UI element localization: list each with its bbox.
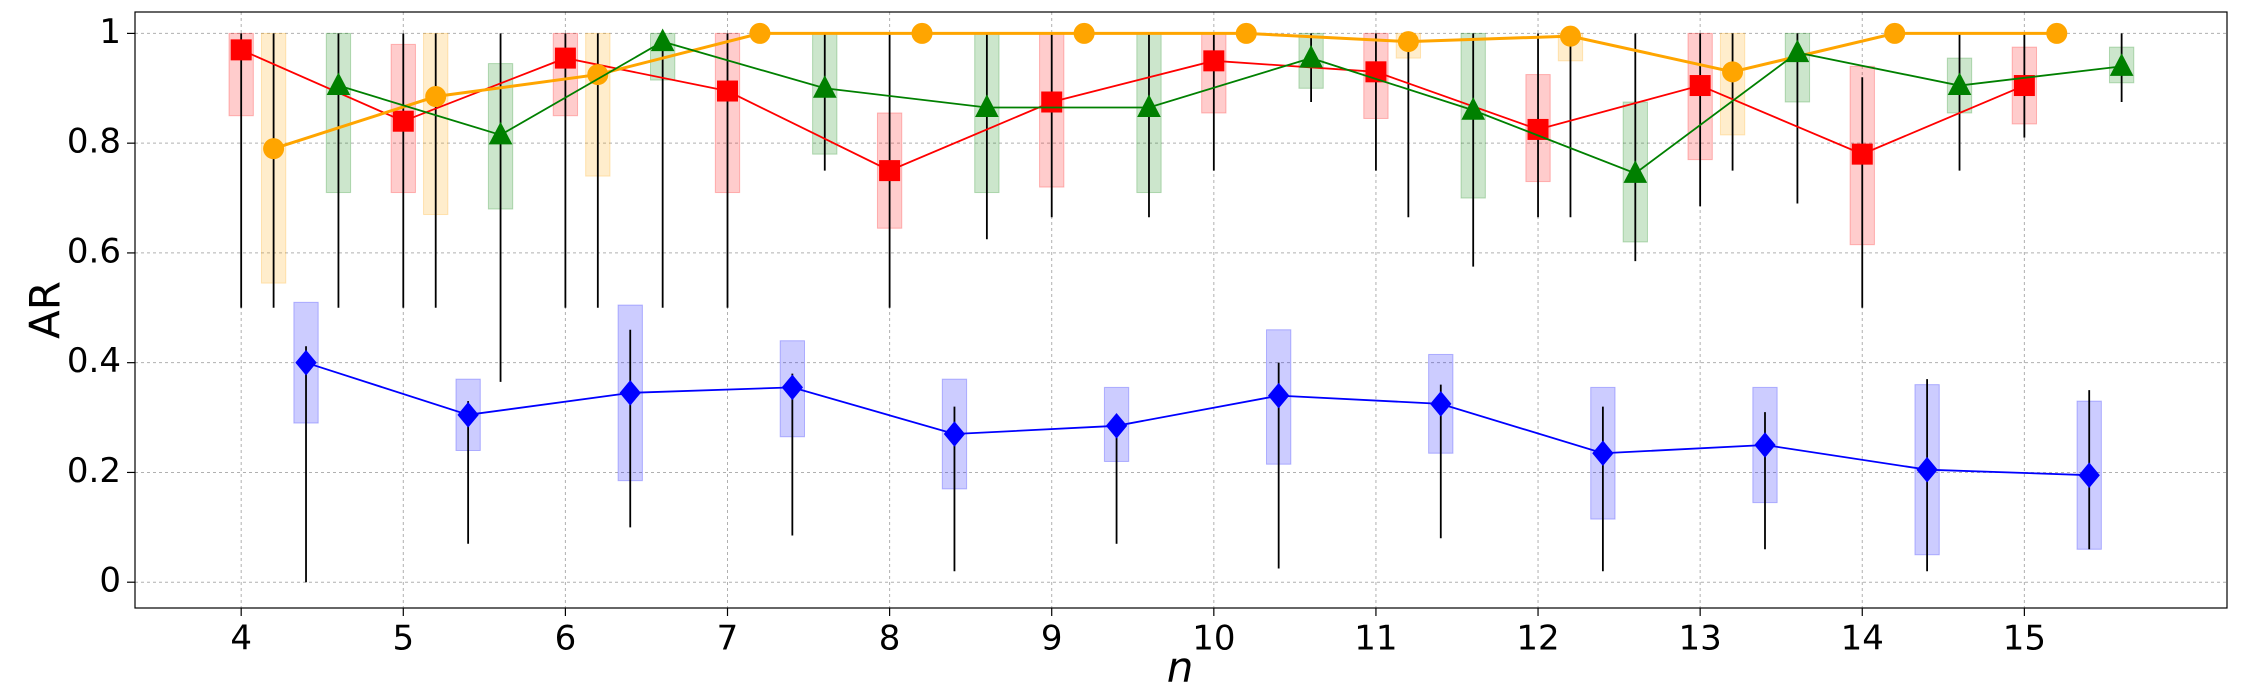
marker (392, 110, 414, 132)
marker (554, 47, 576, 69)
marker (650, 28, 675, 52)
y-tick-label: 0.8 (67, 122, 121, 162)
marker (1884, 22, 1906, 44)
marker (781, 374, 803, 401)
marker (1137, 94, 1161, 117)
x-tick-label: 15 (2003, 619, 2046, 659)
x-tick-label: 5 (392, 619, 414, 659)
x-axis-label: n (1167, 643, 1194, 684)
series-line (338, 40, 2122, 175)
marker (1073, 22, 1095, 44)
x-tick-label: 11 (1354, 619, 1397, 659)
marker (943, 421, 966, 447)
marker (1203, 50, 1225, 72)
marker (1559, 25, 1581, 47)
marker (1689, 75, 1711, 97)
marker (1851, 143, 1873, 165)
y-tick-label: 0.2 (67, 451, 121, 491)
y-tick-label: 0 (99, 561, 121, 601)
marker (975, 94, 999, 117)
marker (425, 86, 447, 108)
marker (488, 121, 513, 145)
x-tick-label: 9 (1041, 619, 1063, 659)
marker (2046, 22, 2068, 44)
x-tick-label: 12 (1516, 619, 1559, 659)
marker (619, 380, 641, 406)
marker (1299, 45, 1323, 68)
marker (1947, 72, 1972, 96)
marker (749, 22, 771, 44)
marker (2013, 75, 2035, 97)
marker (1397, 31, 1419, 53)
marker (295, 349, 317, 376)
x-tick-label: 13 (1679, 619, 1722, 659)
x-tick-label: 4 (230, 619, 252, 659)
x-tick-label: 7 (717, 619, 739, 659)
marker (1268, 382, 1290, 409)
marker (326, 72, 351, 96)
marker (1722, 61, 1744, 83)
y-tick-label: 0.4 (67, 341, 121, 381)
marker (1461, 97, 1486, 120)
series-line (305, 361, 2090, 477)
marker (911, 22, 933, 44)
marker (263, 138, 285, 160)
series-line (240, 49, 2025, 172)
marker (1754, 432, 1776, 458)
marker (1623, 160, 1648, 183)
marker (1105, 413, 1128, 439)
marker (1592, 440, 1614, 467)
plot-frame (134, 11, 2228, 609)
marker (587, 64, 609, 86)
y-tick-label: 1 (99, 12, 121, 52)
marker (2078, 462, 2100, 488)
y-axis-label: AR (21, 281, 70, 339)
x-tick-label: 14 (1841, 619, 1884, 659)
marker (230, 39, 252, 61)
marker (1916, 456, 1938, 483)
marker (879, 160, 901, 182)
marker (1041, 91, 1063, 113)
x-tick-label: 6 (555, 619, 577, 659)
marker (717, 80, 739, 102)
marker (812, 75, 837, 98)
marker (457, 402, 479, 428)
marker (1235, 22, 1257, 44)
x-tick-label: 8 (879, 619, 901, 659)
series-line (273, 31, 2057, 151)
y-tick-label: 0.6 (67, 231, 121, 271)
x-tick-label: 10 (1192, 619, 1235, 659)
marker (1430, 391, 1452, 417)
marker (1785, 39, 1810, 63)
marker (2109, 53, 2134, 76)
